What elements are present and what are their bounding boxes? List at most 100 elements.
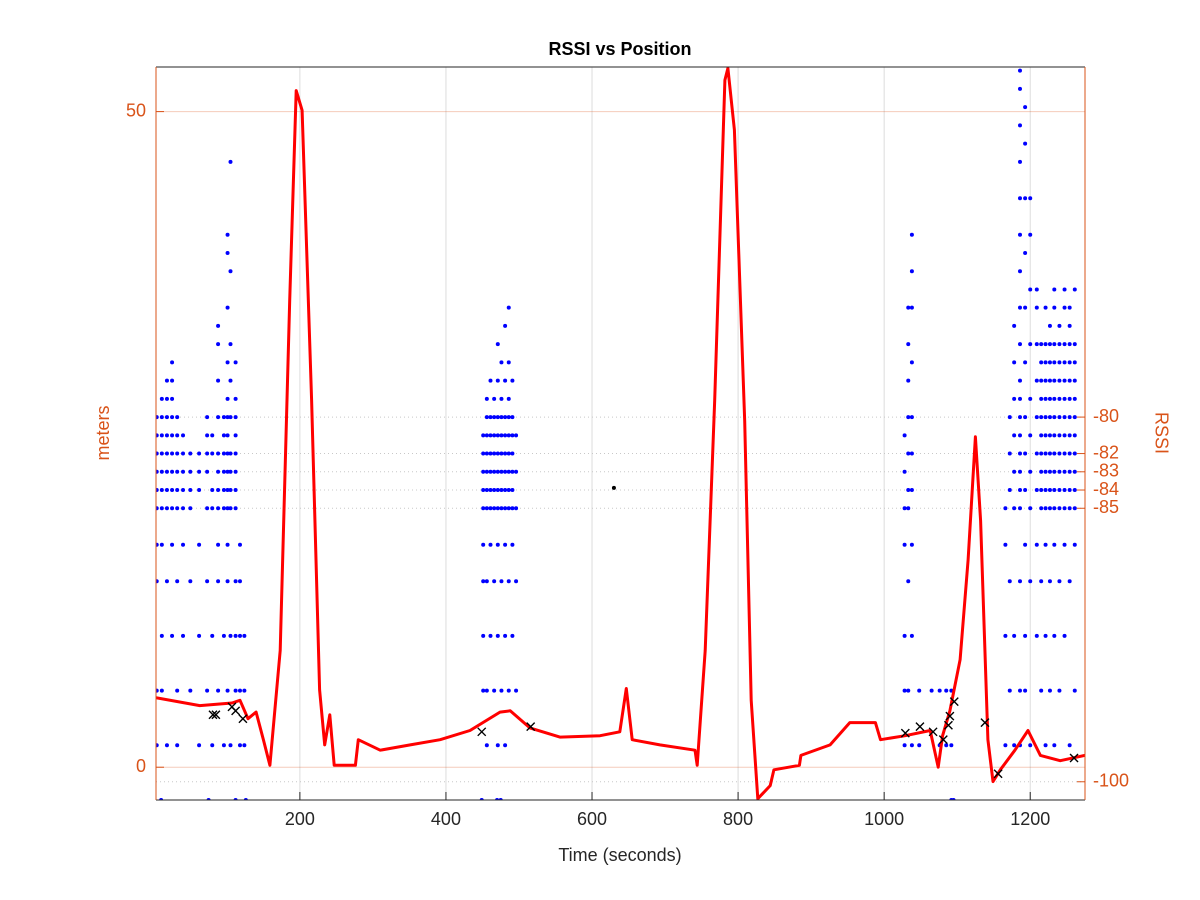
point	[1043, 743, 1048, 748]
point	[159, 542, 164, 547]
point	[488, 451, 493, 456]
point	[902, 633, 907, 638]
point	[906, 488, 911, 493]
point	[1034, 415, 1039, 420]
point	[917, 743, 922, 748]
point	[510, 542, 515, 547]
point	[902, 506, 907, 511]
x-marker	[231, 706, 241, 716]
axes: 200 400 600 800 1000 1200 0 50 -100 -85-84-83-82 -…	[126, 66, 1129, 829]
point	[181, 542, 186, 547]
point	[510, 469, 515, 474]
point	[1047, 488, 1052, 493]
point	[514, 688, 519, 693]
point	[188, 469, 193, 474]
point	[1017, 415, 1022, 420]
point	[1047, 323, 1052, 328]
point	[503, 415, 508, 420]
point	[1072, 287, 1077, 292]
point	[225, 415, 230, 420]
point	[481, 433, 486, 438]
point	[906, 451, 911, 456]
point	[1062, 633, 1067, 638]
point	[937, 688, 942, 693]
point	[1043, 451, 1048, 456]
point	[1003, 506, 1008, 511]
y2-tick-label: -85	[1093, 497, 1119, 517]
point	[1043, 305, 1048, 310]
point	[164, 488, 169, 493]
point	[1023, 141, 1028, 146]
point	[228, 378, 233, 383]
point	[481, 579, 486, 584]
x-marker	[980, 718, 990, 728]
point	[228, 633, 233, 638]
point	[499, 415, 504, 420]
point	[484, 415, 489, 420]
point	[1012, 506, 1017, 511]
point	[1017, 269, 1022, 274]
point	[1007, 488, 1012, 493]
point	[1039, 342, 1044, 347]
point	[1012, 633, 1017, 638]
point	[484, 688, 489, 693]
point	[164, 579, 169, 584]
point	[917, 688, 922, 693]
point	[1052, 433, 1057, 438]
point	[175, 433, 180, 438]
point	[175, 415, 180, 420]
point	[909, 305, 914, 310]
point	[929, 688, 934, 693]
point	[488, 506, 493, 511]
point	[1052, 415, 1057, 420]
point	[1072, 688, 1077, 693]
point	[216, 688, 221, 693]
point	[906, 579, 911, 584]
point	[156, 579, 159, 584]
point	[1017, 451, 1022, 456]
point	[495, 488, 500, 493]
point	[1017, 68, 1022, 73]
point	[495, 378, 500, 383]
point	[159, 469, 164, 474]
point	[1052, 488, 1057, 493]
point	[1057, 469, 1062, 474]
point	[221, 451, 226, 456]
point	[175, 506, 180, 511]
point	[1043, 506, 1048, 511]
point	[170, 378, 175, 383]
point	[1012, 743, 1017, 748]
point	[159, 633, 164, 638]
point	[1028, 287, 1033, 292]
point	[225, 579, 230, 584]
point	[1047, 378, 1052, 383]
point	[1052, 506, 1057, 511]
point	[1072, 378, 1077, 383]
point	[1057, 342, 1062, 347]
point	[221, 506, 226, 511]
point	[1023, 360, 1028, 365]
y2-tick-label: -80	[1093, 406, 1119, 426]
point	[1039, 469, 1044, 474]
point	[156, 469, 159, 474]
point	[233, 451, 238, 456]
point	[225, 469, 230, 474]
point	[1043, 469, 1048, 474]
point	[1062, 506, 1067, 511]
point	[1028, 433, 1033, 438]
point	[164, 433, 169, 438]
point	[205, 506, 210, 511]
point	[225, 542, 230, 547]
point	[1017, 232, 1022, 237]
point	[1028, 342, 1033, 347]
x-axis-label: Time (seconds)	[558, 845, 681, 865]
point	[225, 250, 230, 255]
point	[1017, 196, 1022, 201]
point	[492, 415, 497, 420]
point	[906, 305, 911, 310]
point	[499, 488, 504, 493]
point	[159, 506, 164, 511]
point	[1023, 688, 1028, 693]
point	[1023, 488, 1028, 493]
point	[1072, 542, 1077, 547]
